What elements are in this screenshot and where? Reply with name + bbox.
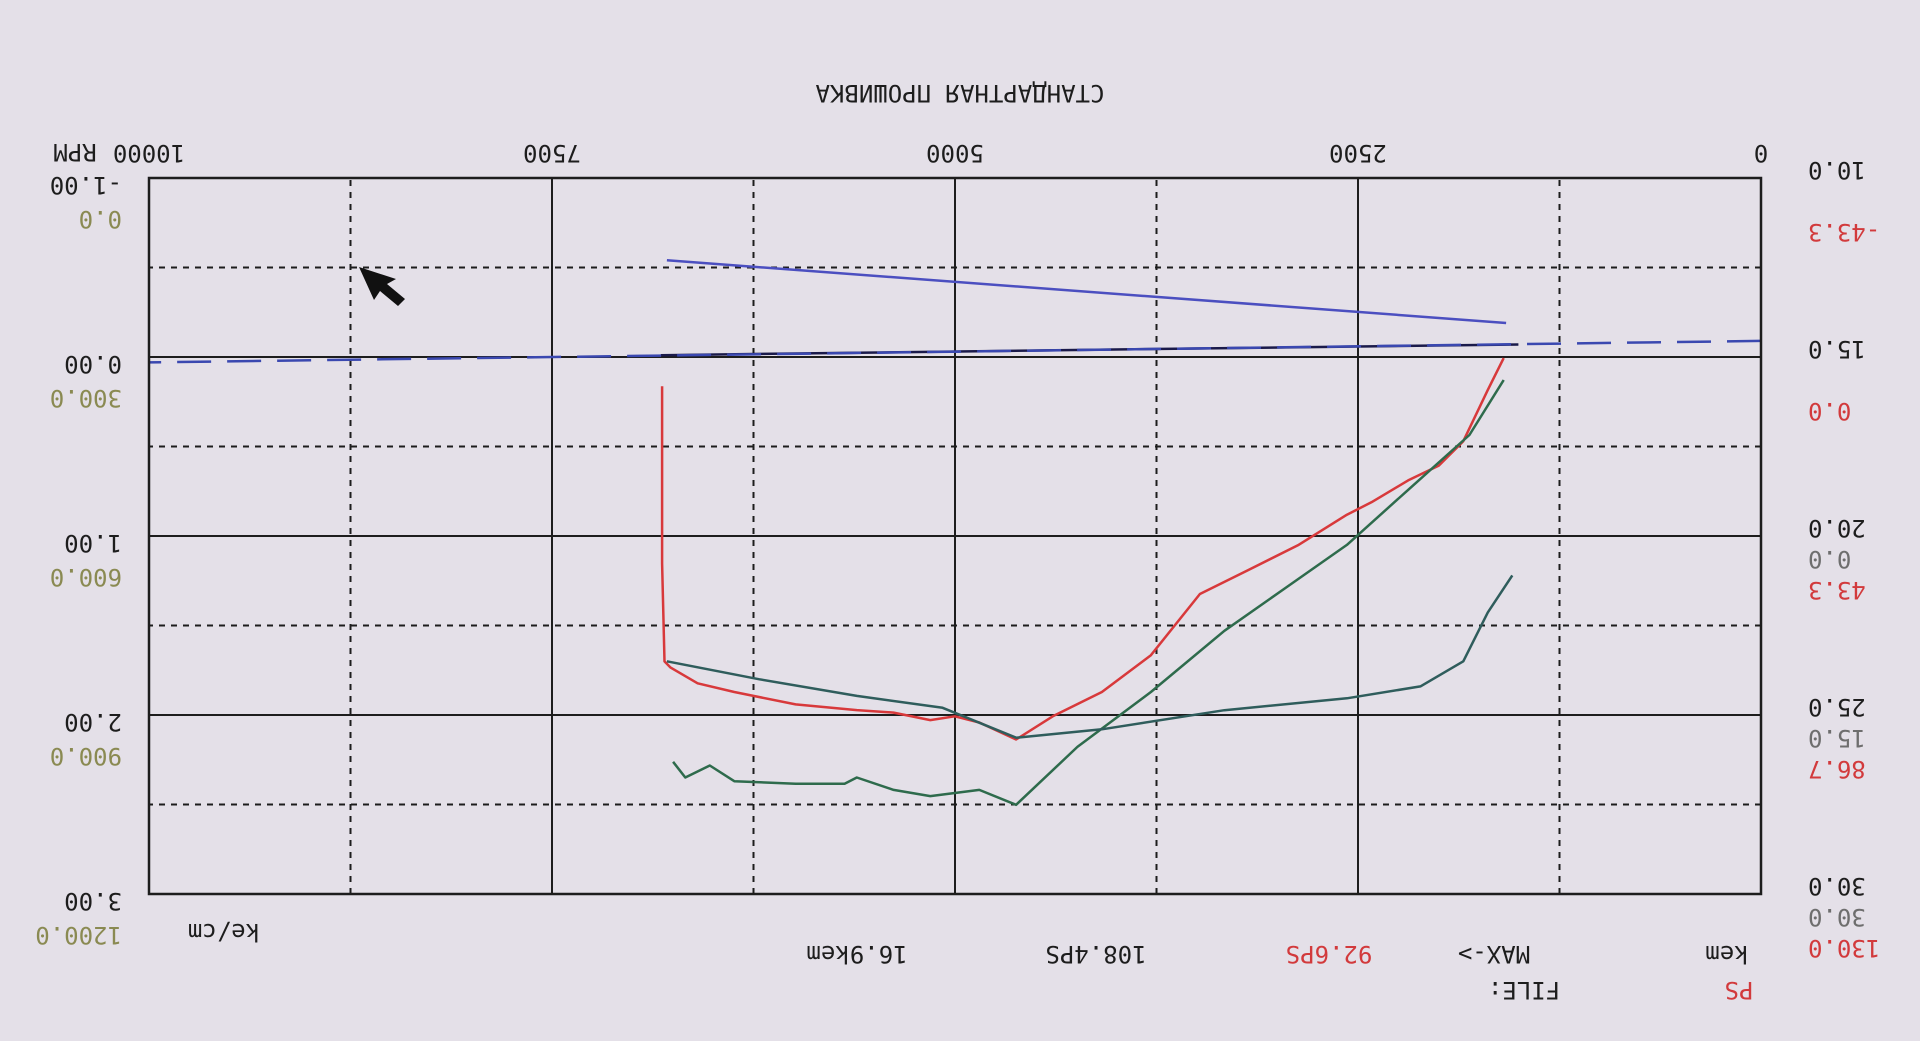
y-tick-label: 130.0 [1808,934,1880,962]
y-tick-label: 20.0 [1808,514,1866,542]
header-max: MAX-> [1458,940,1530,968]
y-tick-label: 0.0 [79,205,122,233]
data-line [148,339,1762,364]
plot-frame [147,176,1763,896]
y-tick-label: 10.0 [1808,156,1866,184]
y-tick-label: 3.00 [64,887,122,915]
y-tick-label: 0.0 [1808,397,1851,425]
header-max-ps: 108.4PS [1045,940,1146,968]
x-axis-label: RPM [53,138,96,166]
y-tick-label: 2.00 [64,708,122,736]
y-tick-label: 43.3 [1808,576,1866,604]
data-line [666,574,1514,739]
chart-title: СТАНДАРТНАЯ ПРОШИВКА [815,79,1105,107]
y-tick-label: 0.00 [64,350,122,378]
y-tick-label: 900.0 [50,742,122,770]
header-max-ps: 92.6PS [1286,940,1373,968]
y-tick-label: 30.0 [1808,903,1866,931]
y-tick-label: 600.0 [50,563,122,591]
y-tick-label: 30.0 [1808,872,1866,900]
x-tick-label: 0 [1754,139,1768,167]
x-tick-label: 5000 [926,139,984,167]
y-tick-label: 300.0 [50,384,122,412]
data-line [666,259,1507,325]
y-tick-label: 15.0 [1808,724,1866,752]
header-file: FILE: [1488,976,1560,1004]
header-ps: PS [1725,976,1754,1004]
x-tick-label: 7500 [523,139,581,167]
right-unit: ke/cm [188,918,260,946]
mouse-cursor [359,267,405,306]
header-unit: kem [1705,940,1748,968]
data-line [672,379,1505,807]
header-max-torque: 16.9kem [806,940,907,968]
y-tick-label: -43.3 [1808,218,1880,246]
y-tick-label: 0.0 [1808,545,1851,573]
y-tick-label: 86.7 [1808,755,1866,783]
y-tick-label: 25.0 [1808,693,1866,721]
x-tick-label: 10000 [113,139,185,167]
x-tick-label: 2500 [1329,139,1387,167]
y-tick-label: 15.0 [1808,335,1866,363]
y-tick-label: 1.00 [64,529,122,557]
y-tick-label: 1200.0 [35,921,122,949]
chart: 0 2500 5000 7500 10000 10.0 15.0 20.0 25.0 30.0 -4… [35,79,1880,1004]
y-tick-label: -1.00 [50,171,122,199]
data-line [660,357,1505,741]
